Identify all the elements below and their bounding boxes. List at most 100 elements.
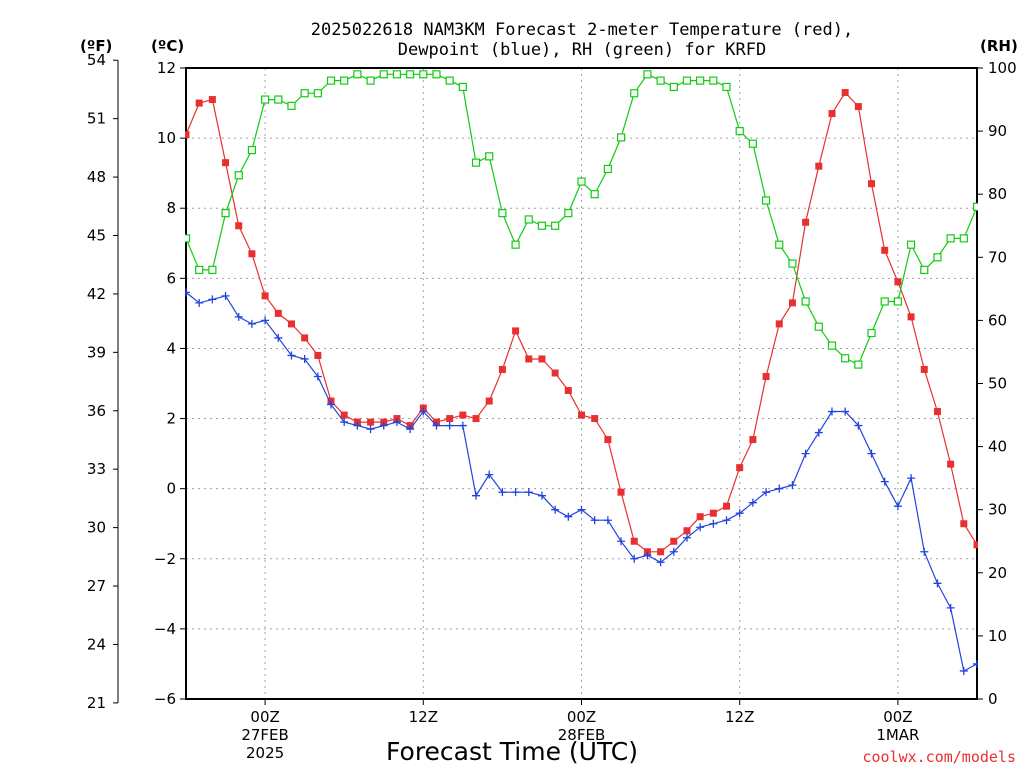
rh-point [287,101,296,110]
rh-point [906,240,916,249]
rh-point [722,82,731,92]
temperature-point [591,415,599,423]
temperature-point [696,513,704,521]
dewpoint-point [300,354,309,363]
x-tick-label: 12Z [409,708,438,726]
rh-point [814,322,823,331]
dewpoint-point [458,421,467,430]
dewpoint-point [920,547,929,556]
x-tick-label: 00Z [250,708,279,726]
temperature-point [788,299,796,307]
dewpoint-point [656,558,665,567]
temperature-point [578,411,585,419]
fahrenheit-tick-label: 48 [87,168,106,186]
temperature-point [683,527,691,535]
temperature-point [894,278,902,286]
dewpoint-point [366,425,375,434]
rh-point [300,89,309,98]
temperature-point [841,89,849,97]
rh-point [537,221,547,230]
dewpoint-point [933,579,942,588]
x-tick-label: 00Z [567,708,596,726]
rh-point [524,215,533,224]
dewpoint-point [406,425,415,434]
dewpoint-point [274,333,283,342]
temperature-point [657,548,665,556]
temperature-point [947,460,955,468]
rh-point [366,76,375,85]
temperature-point [538,355,546,363]
dewpoint-point [907,474,916,483]
fahrenheit-tick-label: 36 [87,402,106,420]
temperature-point [287,320,295,328]
rh-tick-label: 20 [988,564,1007,582]
dewpoint-point [617,537,626,546]
temperature-point [868,180,876,188]
celsius-tick-label: −6 [154,690,176,708]
rh-tick-label: 100 [988,59,1017,77]
dewpoint-point [353,421,362,430]
rh-tick-label: 40 [988,438,1007,456]
rh-point [946,234,955,243]
dewpoint-point [788,481,797,490]
dewpoint-point [234,312,243,321]
temperature-point [498,365,506,373]
dewpoint-point [748,498,757,507]
temperature-point [367,418,375,426]
dewpoint-point [511,488,520,497]
temperature-point [472,415,480,423]
rh-point [247,145,257,155]
temperature-point [525,355,533,363]
fahrenheit-tick-label: 42 [87,285,106,303]
temperature-point [762,372,770,380]
x-tick-label: 28FEB [558,726,605,744]
temperature-point [604,436,612,444]
temperature-point [274,309,282,317]
celsius-tick-label: 10 [157,129,176,147]
dewpoint-point [867,449,876,458]
dewpoint-point [524,488,533,497]
rh-point [709,76,718,85]
temperature-point [512,327,520,335]
x-axis-label: Forecast Time (UTC) [386,737,638,766]
temperature-point [235,222,243,230]
dewpoint-point [946,603,955,612]
rh-point [185,234,191,243]
rh-point [933,253,942,262]
rh-point [406,70,415,79]
rh-point [801,297,810,306]
credit-label: coolwx.com/models [862,748,1016,766]
dewpoint-point [827,407,836,416]
rh-point [340,76,349,85]
dewpoint-point [775,484,784,493]
temperature-point [670,537,678,545]
x-tick-label: 2025 [246,744,284,762]
rh-point [577,177,586,186]
rh-tick-label: 80 [988,185,1007,203]
x-tick-label: 12Z [725,708,754,726]
axes [113,59,983,705]
rh-point [735,126,744,136]
temperature-point [485,397,493,405]
celsius-tick-label: 12 [157,59,176,77]
rh-tick-label: 60 [988,311,1007,329]
plot-frame [185,67,978,700]
fahrenheit-tick-label: 24 [87,635,106,653]
rh-point [656,76,665,85]
rh-point [854,360,863,369]
rh-point [195,265,204,275]
rh-series [185,70,978,369]
temperature-point [802,218,810,226]
rh-point [972,202,978,211]
rh-point [313,89,322,98]
temperature-point [709,509,717,517]
temperature-point [933,408,941,416]
dewpoint-point [327,400,336,409]
dewpoint-point [682,533,691,542]
temperature-point [222,159,230,167]
dewpoint-point [577,505,586,514]
rh-tick-label: 50 [988,375,1007,393]
fahrenheit-tick-label: 30 [87,519,106,537]
rh-tick-label: 10 [988,627,1007,645]
rh-point [419,70,428,79]
